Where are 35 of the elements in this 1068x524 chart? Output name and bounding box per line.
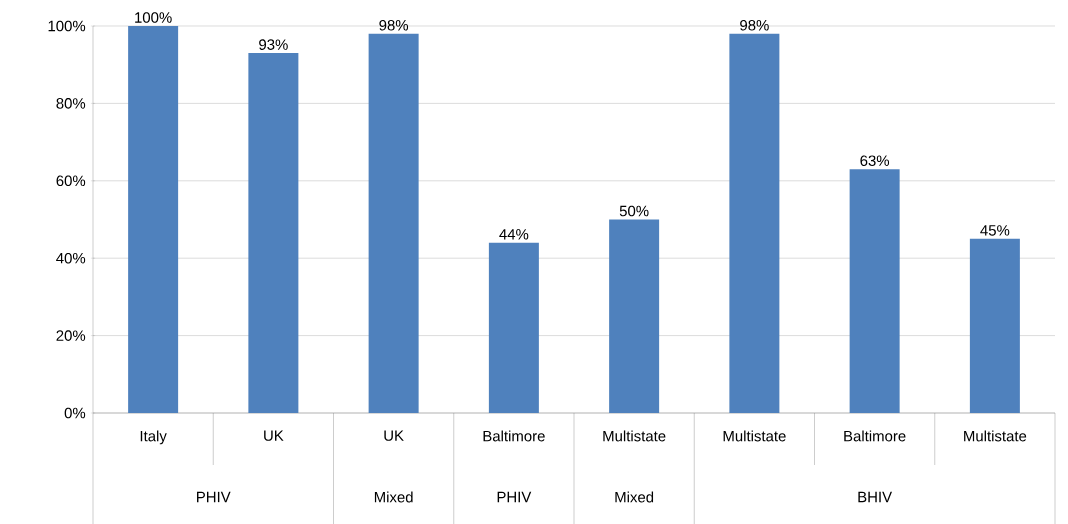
data-label: 63% [860, 155, 890, 166]
y-tick-label: 60% [56, 175, 86, 187]
bar [128, 26, 179, 413]
data-label: 45% [980, 225, 1010, 236]
data-label: 98% [379, 19, 409, 31]
y-tick-label: 0% [64, 407, 86, 419]
y-tick-label: 100% [48, 20, 86, 32]
x-tick-label: UK [384, 430, 404, 441]
data-label: 98% [740, 19, 769, 31]
x-tick-label: UK [264, 430, 284, 441]
bar [248, 53, 299, 413]
y-tick-label: 40% [56, 252, 86, 264]
bar [488, 242, 539, 413]
bar [368, 33, 419, 413]
bar [969, 238, 1020, 413]
text: Mixed [615, 491, 654, 503]
bar [849, 169, 900, 413]
data-label: 100% [135, 12, 172, 23]
x-tick-label: Baltimore [844, 430, 906, 442]
x-tick-label: Baltimore [483, 430, 545, 442]
x-tick-label: Multistate [723, 430, 786, 442]
data-label: 44% [499, 229, 529, 240]
text: BHIV [858, 491, 892, 503]
text: PHIV [497, 491, 532, 503]
data-label: 93% [259, 39, 288, 50]
x-tick-label: Italy [140, 430, 167, 445]
x-tick-label: Multistate [964, 430, 1027, 442]
text: Mixed [374, 491, 413, 503]
bar [609, 219, 660, 413]
y-tick-label: 80% [56, 98, 86, 109]
bar [729, 33, 780, 413]
x-tick-label: Multistate [603, 430, 666, 442]
text: PHIV [197, 491, 231, 503]
y-tick-label: 20% [56, 330, 86, 341]
data-label: 50% [619, 205, 649, 217]
